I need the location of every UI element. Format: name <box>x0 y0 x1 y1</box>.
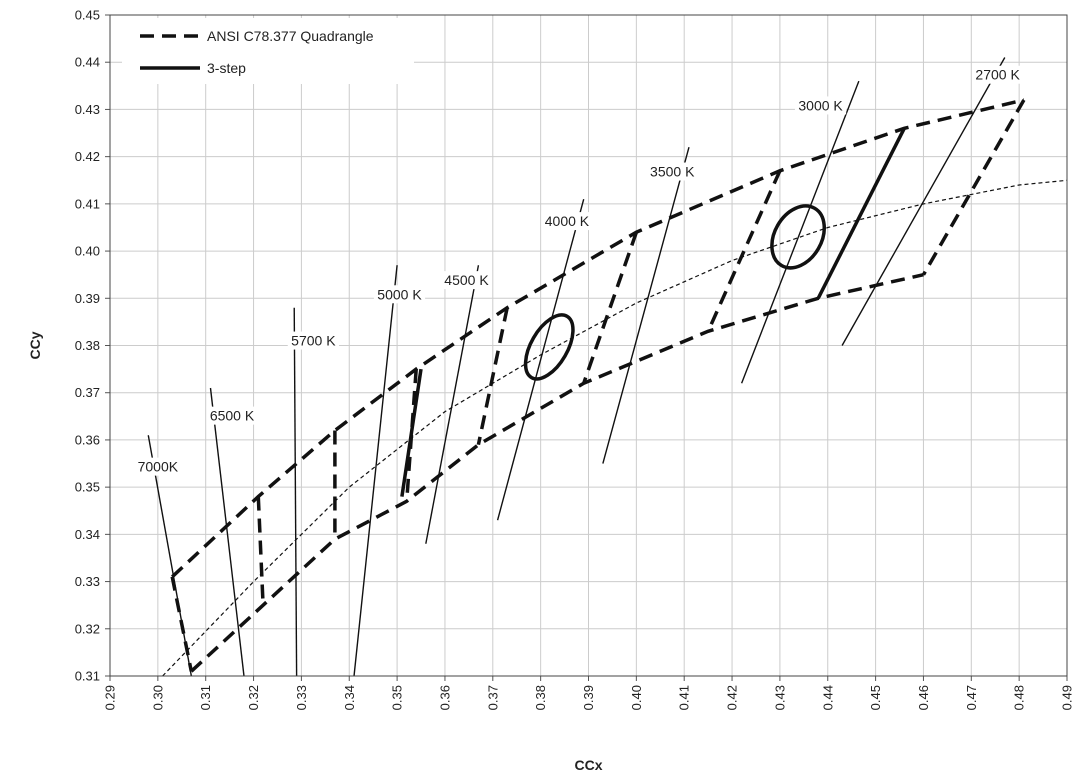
three-step-line <box>400 368 423 497</box>
x-tick-label: 0.37 <box>485 685 500 710</box>
cct-label-bg <box>972 65 1024 84</box>
legend-label: 3-step <box>207 60 246 76</box>
isotemperature-line <box>209 387 245 677</box>
x-tick-label: 0.44 <box>820 685 835 710</box>
quadrangle-divider <box>706 170 782 333</box>
cct-label-bg <box>646 162 698 181</box>
cct-label-bg <box>287 331 339 350</box>
y-tick-label: 0.34 <box>75 527 100 542</box>
x-axis-title: CCx <box>574 757 602 773</box>
x-tick-label: 0.45 <box>868 685 883 710</box>
cct-label: 4000 K <box>545 213 590 229</box>
isotemperature-line <box>353 265 398 677</box>
legend: ANSI C78.377 Quadrangle 3-step <box>122 18 414 84</box>
x-tick-label: 0.32 <box>246 685 261 710</box>
three-step-line <box>816 127 906 300</box>
y-axis-title: CCy <box>27 331 43 359</box>
isotemperature-line <box>602 147 690 464</box>
isotemperature-line <box>425 265 480 544</box>
x-tick-label: 0.31 <box>198 685 213 710</box>
planckian-locus-layer <box>162 179 1068 677</box>
grid-layer <box>109 14 1068 677</box>
x-tick-label: 0.30 <box>150 685 165 710</box>
three-step-ellipse <box>770 204 827 270</box>
isotemperature-line <box>740 80 860 384</box>
cct-label: 5700 K <box>291 333 336 349</box>
x-tick-label: 0.40 <box>629 685 644 710</box>
cct-label-bg <box>206 406 258 425</box>
cct-label: 4500 K <box>444 272 489 288</box>
cct-label-bg <box>440 271 493 290</box>
legend-box <box>122 18 414 84</box>
x-tick-label: 0.33 <box>294 685 309 710</box>
y-tick-label: 0.44 <box>75 55 100 70</box>
y-tick-label: 0.32 <box>75 621 100 636</box>
three-step-ellipse <box>523 313 575 381</box>
x-tick-label: 0.36 <box>437 685 452 710</box>
plot-frame <box>109 14 1068 677</box>
three-step-layer <box>400 127 906 497</box>
cct-label: 7000K <box>138 459 179 475</box>
x-tick-label: 0.38 <box>533 685 548 710</box>
cct-label-bg <box>794 96 847 115</box>
x-tick-label: 0.35 <box>390 685 405 710</box>
y-tick-label: 0.35 <box>75 480 100 495</box>
isotemperature-line <box>293 307 298 677</box>
x-tick-label: 0.49 <box>1060 685 1075 710</box>
x-tick-label: 0.43 <box>772 685 787 710</box>
isotemperature-line <box>841 57 1006 346</box>
cct-label-bg <box>136 457 180 476</box>
x-tick-label: 0.29 <box>103 685 118 710</box>
quadrangle-divider <box>476 307 509 446</box>
x-tick-label: 0.39 <box>581 685 596 710</box>
isotemperature-line <box>496 198 585 521</box>
cct-label: 5000 K <box>377 286 422 302</box>
cct-label-bg <box>373 285 426 304</box>
y-tick-label: 0.45 <box>75 8 100 23</box>
y-tick-label: 0.41 <box>75 196 100 211</box>
legend-label: ANSI C78.377 Quadrangle <box>207 28 374 44</box>
x-tick-label: 0.42 <box>725 685 740 710</box>
y-tick-label: 0.36 <box>75 432 100 447</box>
y-tick-label: 0.33 <box>75 574 100 589</box>
cct-label: 3000 K <box>798 97 843 113</box>
x-tick-label: 0.47 <box>964 685 979 710</box>
quadrangle-layer <box>170 98 1026 673</box>
axis-layer: 0.29 0.30 0.31 0.32 0.33 0.34 0.35 0.36 0.37 0.38… <box>75 8 1075 711</box>
y-tick-label: 0.40 <box>75 244 100 259</box>
y-tick-label: 0.38 <box>75 338 100 353</box>
quadrangle-divider <box>921 99 1026 276</box>
x-tick-label: 0.34 <box>342 685 357 710</box>
x-tick-label: 0.41 <box>677 685 692 710</box>
y-tick-label: 0.42 <box>75 149 100 164</box>
cct-label: 6500 K <box>210 408 255 424</box>
quadrangle-divider <box>582 231 639 384</box>
y-tick-label: 0.31 <box>75 669 100 684</box>
cct-label-bg <box>541 212 593 231</box>
y-tick-label: 0.43 <box>75 102 100 117</box>
planckian-locus <box>162 179 1068 677</box>
cct-label: 3500 K <box>650 164 695 180</box>
cct-label: 2700 K <box>975 67 1020 83</box>
y-tick-label: 0.39 <box>75 291 100 306</box>
x-tick-label: 0.46 <box>916 685 931 710</box>
x-tick-label: 0.48 <box>1012 685 1027 710</box>
y-tick-label: 0.37 <box>75 385 100 400</box>
cct-label-layer: 7000K 6500 K 5700 K 5000 K 4500 K 4000 K 3500 … <box>136 65 1024 476</box>
quadrangle-divider <box>170 576 194 672</box>
quadrangle-divider <box>256 496 265 606</box>
